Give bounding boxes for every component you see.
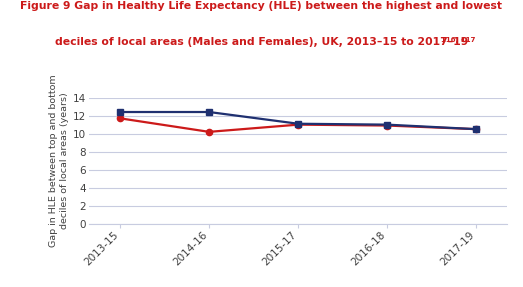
Text: deciles of local areas (Males and Females), UK, 2013–15 to 2017–19: deciles of local areas (Males and Female…: [55, 37, 468, 47]
Text: Figure 9 Gap in Healthy Life Expectancy (HLE) between the highest and lowest: Figure 9 Gap in Healthy Life Expectancy …: [20, 1, 503, 11]
Y-axis label: Gap in HLE between top and bottom
deciles of local areas (years): Gap in HLE between top and bottom decile…: [49, 74, 69, 247]
Text: 116, 117: 116, 117: [441, 37, 475, 43]
